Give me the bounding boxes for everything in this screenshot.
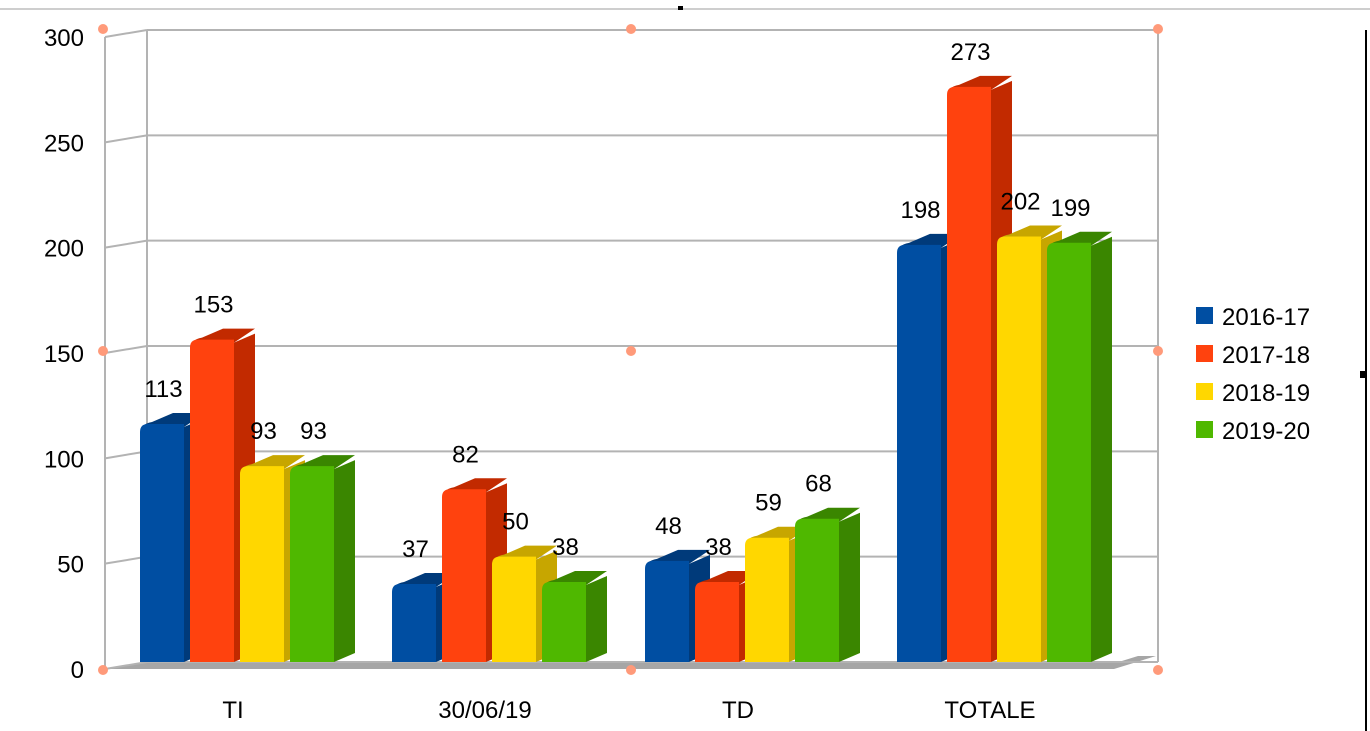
data-label-2016-17-TD: 48 xyxy=(655,513,682,540)
data-label-2018-19-TD: 59 xyxy=(755,490,782,517)
data-label-2019-20-30/06/19: 38 xyxy=(552,534,579,561)
bar-top-2019-20-TD xyxy=(798,507,860,522)
data-label-2017-18-TD: 38 xyxy=(705,534,732,561)
bar-top-2019-20-30/06/19 xyxy=(545,570,607,585)
legend: 2016-17 2017-18 2018-19 2019-20 xyxy=(1196,304,1310,445)
category-label: TI xyxy=(222,697,243,724)
legend-swatch-2016-17 xyxy=(1196,307,1213,324)
category-label: 30/06/19 xyxy=(438,697,531,724)
bar-side-2019-20-30/06/19 xyxy=(586,575,607,662)
data-label-2019-20-TD: 68 xyxy=(805,471,832,498)
bar-top-2019-20-TI xyxy=(293,455,355,470)
data-label-2016-17-TOTALE: 198 xyxy=(900,197,940,224)
legend-entry: 2017-18 xyxy=(1222,342,1310,369)
bar-2018-19-30/06/19 xyxy=(492,556,536,662)
gridline-side xyxy=(104,661,148,670)
cursor-mark xyxy=(1360,371,1367,378)
data-label-2018-19-TOTALE: 202 xyxy=(1000,188,1040,215)
legend-swatch-2019-20 xyxy=(1196,421,1213,438)
bar-2019-20-TD xyxy=(795,518,839,662)
data-label-2016-17-30/06/19: 37 xyxy=(402,536,429,563)
y-tick-label: 250 xyxy=(44,130,84,157)
selection-handles[interactable] xyxy=(98,24,1163,675)
category-label: TOTALE xyxy=(944,697,1035,724)
gridline-side xyxy=(104,29,148,38)
data-label-2017-18-TOTALE: 273 xyxy=(950,39,990,66)
data-label-2018-19-30/06/19: 50 xyxy=(502,509,529,536)
bar-side-2019-20-TD xyxy=(839,512,860,662)
bar-2017-18-TOTALE xyxy=(947,86,991,662)
bar-top-2017-18-TI xyxy=(193,328,255,343)
legend-entry: 2016-17 xyxy=(1222,304,1310,331)
bar-2016-17-TI xyxy=(140,423,184,662)
bar-2017-18-TD xyxy=(695,581,739,662)
y-tick-label: 300 xyxy=(44,25,84,52)
resize-handle[interactable] xyxy=(1153,346,1163,356)
resize-handle[interactable] xyxy=(98,346,108,356)
bar-top-2018-19-TD xyxy=(748,526,810,541)
bar-2016-17-TD xyxy=(645,560,689,662)
bar-top-2019-20-TOTALE xyxy=(1050,231,1112,246)
bar-2018-19-TD xyxy=(745,537,789,662)
bar-side-2019-20-TOTALE xyxy=(1091,236,1112,663)
category-label: TD xyxy=(722,697,754,724)
data-labels: 113 153 93 93 37 82 50 38 48 38 59 68 198 273 202 199 xyxy=(144,39,1090,563)
bar-top-2017-18-30/06/19 xyxy=(445,478,507,493)
bar-2018-19-TOTALE xyxy=(997,236,1041,662)
bar-2018-19-TI xyxy=(240,466,284,662)
bar-top-2017-18-TOTALE xyxy=(950,75,1012,90)
data-label-2016-17-TI: 113 xyxy=(144,376,182,403)
bar-2019-20-30/06/19 xyxy=(542,581,586,662)
bar-2016-17-TOTALE xyxy=(897,244,941,662)
bar-top-2018-19-30/06/19 xyxy=(495,545,557,560)
resize-handle[interactable] xyxy=(626,346,636,356)
bar-top-2017-18-TD xyxy=(698,570,760,585)
gridline-side xyxy=(104,134,148,144)
bar-side-2019-20-TI xyxy=(334,460,355,662)
data-label-2019-20-TOTALE: 199 xyxy=(1050,195,1090,222)
legend-entry: 2018-19 xyxy=(1222,380,1310,407)
bar-top-2016-17-TD xyxy=(648,549,710,564)
legend-swatch-2017-18 xyxy=(1196,345,1213,362)
y-tick-label: 150 xyxy=(44,341,84,368)
resize-handle[interactable] xyxy=(98,665,108,675)
bar-2016-17-30/06/19 xyxy=(392,584,436,662)
bar-2017-18-TI xyxy=(190,339,234,662)
resize-handle[interactable] xyxy=(1153,24,1163,34)
data-label-2019-20-TI: 93 xyxy=(300,418,327,445)
resize-handle[interactable] xyxy=(98,24,108,34)
bar-top-2018-19-TI xyxy=(243,455,305,470)
bars xyxy=(140,75,1112,663)
top-mark xyxy=(678,6,683,10)
bar-2019-20-TI xyxy=(290,466,334,662)
y-tick-label: 200 xyxy=(44,236,84,263)
gridline-side xyxy=(104,239,148,249)
bar-top-2016-17-30/06/19 xyxy=(395,573,457,588)
data-label-2018-19-TI: 93 xyxy=(250,418,277,445)
resize-handle[interactable] xyxy=(626,24,636,34)
legend-entry: 2019-20 xyxy=(1222,418,1310,445)
bar-top-2016-17-TI xyxy=(143,412,205,427)
bar-2017-18-30/06/19 xyxy=(442,489,486,662)
y-tick-label: 50 xyxy=(57,552,84,579)
legend-swatch-2018-19 xyxy=(1196,383,1213,400)
y-axis-tick-labels: 0 50 100 150 200 250 300 xyxy=(44,25,84,684)
y-tick-label: 100 xyxy=(44,446,84,473)
bar-2019-20-TOTALE xyxy=(1047,242,1091,663)
data-label-2017-18-30/06/19: 82 xyxy=(452,441,479,468)
bar-top-2018-19-TOTALE xyxy=(1000,225,1062,240)
resize-handle[interactable] xyxy=(626,665,636,675)
data-label-2017-18-TI: 153 xyxy=(193,292,233,319)
y-tick-label: 0 xyxy=(71,657,84,684)
gridline-side xyxy=(104,345,148,354)
bar-top-2016-17-TOTALE xyxy=(900,233,962,248)
floor xyxy=(105,662,1138,669)
resize-handle[interactable] xyxy=(1153,665,1163,675)
x-axis-category-labels: TI 30/06/19 TD TOTALE xyxy=(222,697,1035,724)
